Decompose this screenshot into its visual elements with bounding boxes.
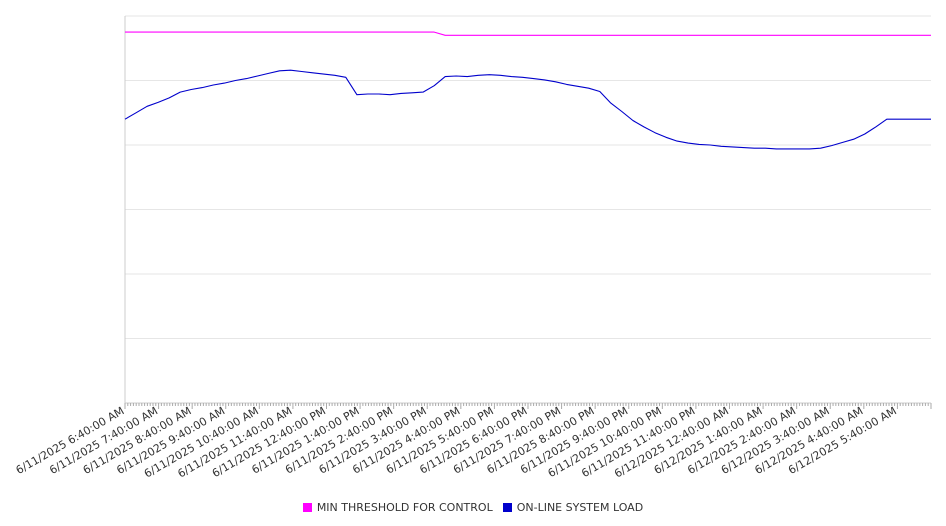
legend-swatch-system-load [502,502,512,512]
series-line-system-load [124,69,931,150]
legend-item-threshold[interactable]: MIN THRESHOLD FOR CONTROL [302,500,493,514]
gridlines [125,15,931,404]
series-line-min-threshold [125,31,931,36]
legend-label-threshold: MIN THRESHOLD FOR CONTROL [316,500,493,514]
legend-swatch-threshold [302,502,312,512]
series-group [124,31,931,150]
legend-label-system-load: ON-LINE SYSTEM LOAD [516,500,644,514]
line-chart: 6/11/2025 6:40:00 AM6/11/2025 7:40:00 AM… [14,15,932,481]
legend: MIN THRESHOLD FOR CONTROL ON-LINE SYSTEM… [0,498,946,516]
legend-item-system-load[interactable]: ON-LINE SYSTEM LOAD [502,500,644,514]
x-axis-ticks: 6/11/2025 6:40:00 AM6/11/2025 7:40:00 AM… [14,403,932,481]
